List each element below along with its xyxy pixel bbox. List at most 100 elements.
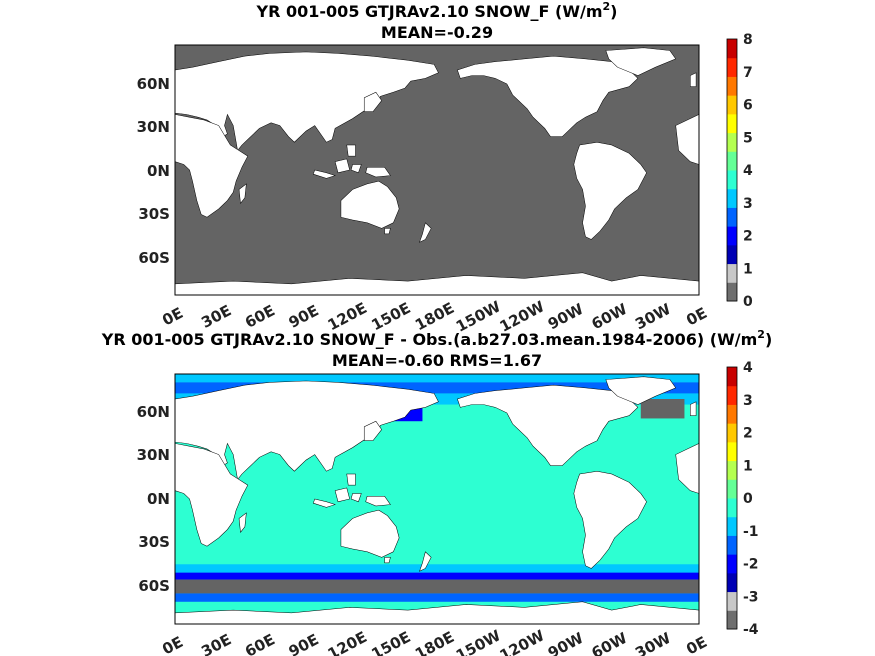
panel-1-colorbar: 8 7 6 5 4 3 2 1 0: [726, 32, 753, 310]
panel-2-colorbar-segment: [727, 479, 737, 499]
panel-2-ytick-30n: 30N: [137, 446, 170, 464]
panel-1-xtick: 0E: [159, 304, 186, 330]
panel-2-southern-ocean-band: [175, 579, 699, 594]
panel-1-colorbar-segment: [727, 57, 737, 77]
panel-1-title: YR 001-005 GTJRAv2.10 SNOW_F (W/m2): [256, 0, 618, 21]
panel-1-xtick: 30W: [632, 300, 674, 334]
panel-1-colorbar-ticks: 8 7 6 5 4 3 2 1 0: [743, 32, 753, 310]
panel-1-map: [174, 44, 700, 296]
panel-2-colorbar-segment: [727, 591, 737, 611]
panel-1-ytick-30n: 30N: [137, 118, 170, 136]
panel-2-colorbar-segment: [727, 367, 737, 387]
panel-1-colorbar-segment: [727, 188, 737, 208]
panel-1-colorbar-segment: [727, 263, 737, 283]
panel-1-xtick: 0E: [683, 304, 710, 330]
panel-2-southern-deficit-band: [175, 572, 699, 580]
panel-1-xtick: 90E: [286, 301, 322, 332]
panel-2-subtitle: MEAN=-0.60 RMS=1.67: [332, 351, 542, 370]
panel-2-antarctic-coast-band: [175, 593, 699, 602]
panel-1-colorbar-label: 1: [743, 261, 753, 277]
panel-1-colorbar-segment: [727, 39, 737, 59]
panel-2-ytick-60n: 60N: [137, 403, 170, 421]
panel-2-colorbar-label: 0: [743, 491, 753, 507]
panel-2-colorbar-label: 3: [743, 393, 753, 409]
panel-1-colorbar-segment: [727, 151, 737, 171]
panel-2-xtick: 0E: [159, 633, 186, 656]
panel-2-colorbar-segment: [727, 610, 737, 630]
panel-2-title: YR 001-005 GTJRAv2.10 SNOW_F - Obs.(a.b2…: [101, 328, 773, 349]
panel-1-map-frame: [174, 44, 700, 296]
panel-2-xtick: 30E: [198, 630, 234, 656]
panel-2-xtick: 120W: [497, 626, 548, 656]
panel-1-colorbar-segment: [727, 282, 737, 302]
panel-2-colorbar-label: -4: [743, 622, 759, 638]
panel-1-subtitle: MEAN=-0.29: [381, 23, 493, 42]
panel-1-xtick: 90W: [545, 300, 587, 334]
panel-2-colorbar-segments: [727, 367, 737, 630]
panel-2-colorbar-label: 2: [743, 426, 753, 442]
panel-2-colorbar: 4 3 2 1 0 -1 -2 -3 -4: [726, 360, 759, 638]
panel-2-colorbar-label: 1: [743, 458, 753, 474]
panel-1-xtick: 60E: [242, 301, 278, 332]
panel-1-colorbar-label: 5: [743, 130, 753, 146]
panel-1-ytick-30s: 30S: [138, 205, 170, 223]
panel-1-colorbar-segment: [727, 226, 737, 246]
panel-2-colorbar-label: -3: [743, 589, 759, 605]
panel-2-colorbar-segment: [727, 404, 737, 424]
panel-2-xtick: 150E: [368, 628, 413, 656]
panel-2-map-frame: [174, 373, 700, 625]
panel-1-colorbar-label: 4: [743, 163, 753, 179]
panel-2-xtick: 150W: [453, 626, 504, 656]
panel-1-colorbar-segment: [727, 113, 737, 134]
panel-1-colorbar-segment: [727, 76, 737, 96]
panel-1-colorbar-segments: [727, 39, 737, 302]
panel-2-xtick: 120E: [325, 628, 370, 656]
panel-2-colorbar-segment: [727, 423, 737, 443]
panel-2-colorbar-frame: [726, 366, 738, 630]
panel-1-xtick: 150E: [368, 299, 413, 334]
panel-2-colorbar-segment: [727, 460, 737, 480]
panel-2-ytick-30s: 30S: [138, 533, 170, 551]
panel-1-ytick-60s: 60S: [138, 249, 170, 267]
panel-2-colorbar-segment: [727, 535, 737, 555]
panel-1-colorbar-segment: [727, 95, 737, 115]
panel-1: YR 001-005 GTJRAv2.10 SNOW_F (W/m2) MEAN…: [137, 0, 753, 336]
panel-2-north-atlantic-patch: [640, 399, 685, 419]
panel-2-xtick: 30W: [632, 629, 674, 656]
panel-1-colorbar-segment: [727, 170, 737, 190]
panel-2-colorbar-ticks: 4 3 2 1 0 -1 -2 -3 -4: [743, 360, 759, 638]
panel-1-xtick: 30E: [198, 301, 234, 332]
panel-2-xtick: 0E: [683, 633, 710, 656]
panel-1-colorbar-frame: [726, 38, 738, 302]
panel-2-map: [174, 373, 700, 625]
panel-2-colorbar-label: -1: [743, 524, 759, 540]
panel-2-arctic-light-band: [175, 374, 699, 383]
panel-1-colorbar-segment: [727, 132, 737, 152]
panel-1-ytick-0n: 0N: [147, 162, 170, 180]
panel-2-colorbar-segment: [727, 572, 737, 593]
panel-1-colorbar-segment: [727, 244, 737, 265]
panel-2-arctic-mid-band: [175, 382, 699, 394]
panel-1-colorbar-label: 0: [743, 294, 753, 310]
panel-1-colorbar-label: 2: [743, 229, 753, 245]
panel-1-colorbar-label: 7: [743, 65, 753, 81]
panel-2-colorbar-segment: [727, 385, 737, 405]
panel-2-colorbar-segment: [727, 441, 737, 462]
panel-2-ytick-60s: 60S: [138, 577, 170, 595]
panel-2-colorbar-segment: [727, 516, 737, 536]
panel-1-colorbar-label: 3: [743, 196, 753, 212]
panel-2-southern-light-band: [175, 564, 699, 573]
panel-2-colorbar-segment: [727, 554, 737, 574]
panel-2-xtick: 90W: [545, 629, 587, 656]
panel-2-xtick: 60W: [589, 629, 631, 656]
panel-2-xtick: 60E: [242, 630, 278, 656]
panel-1-colorbar-segment: [727, 207, 737, 227]
panel-1-xtick: 60W: [589, 300, 631, 334]
panel-2-xtick: 90E: [286, 630, 322, 656]
panel-2-ytick-0n: 0N: [147, 490, 170, 508]
panel-1-colorbar-label: 8: [743, 32, 753, 48]
panel-1-xtick: 120E: [325, 299, 370, 334]
panel-2-y-axis: 60N 30N 0N 30S 60S: [137, 403, 170, 595]
panel-2: YR 001-005 GTJRAv2.10 SNOW_F - Obs.(a.b2…: [101, 328, 773, 656]
panel-2-colorbar-label: 4: [743, 360, 753, 376]
